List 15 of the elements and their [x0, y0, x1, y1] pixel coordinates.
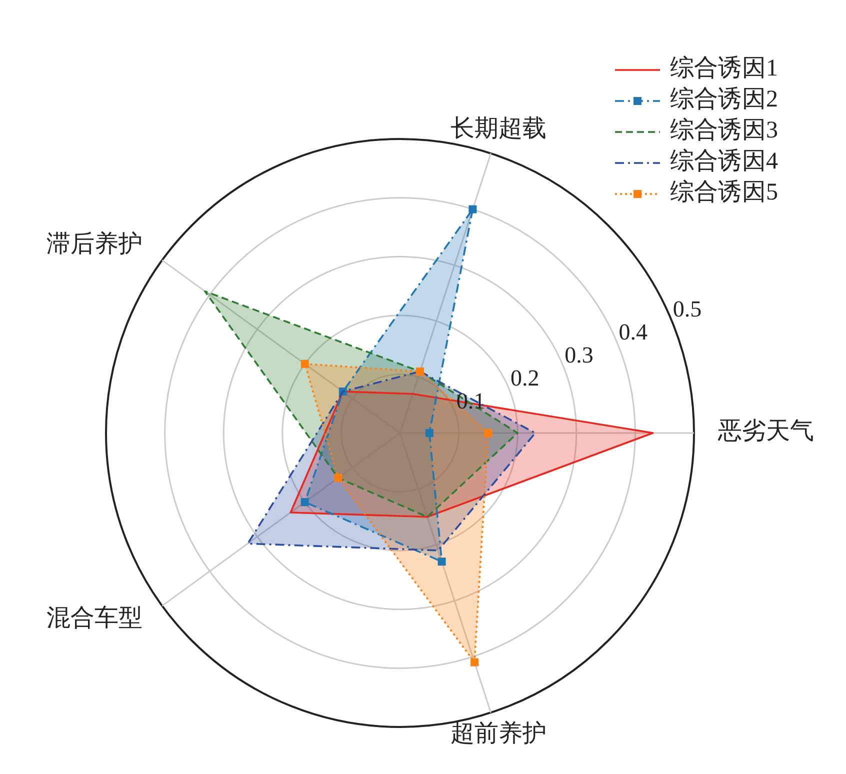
y-tick-label: 0.2 — [510, 365, 540, 390]
legend-label: 综合诱因1 — [670, 54, 778, 82]
y-tick-label: 0.4 — [618, 319, 648, 344]
spoke-label: 混合车型 — [46, 604, 143, 632]
spoke-label: 恶劣天气 — [717, 418, 814, 445]
spoke-label: 滞后养护 — [46, 230, 143, 258]
legend-label: 综合诱因2 — [670, 86, 778, 113]
legend-label: 综合诱因4 — [670, 148, 778, 175]
spoke-label: 超前养护 — [450, 720, 546, 747]
y-tick-label: 0.1 — [456, 388, 486, 414]
legend-label: 综合诱因5 — [670, 178, 778, 206]
legend-label: 综合诱因3 — [670, 116, 778, 144]
y-tick-label: 0.3 — [564, 342, 594, 368]
y-tick-label: 0.5 — [672, 296, 702, 322]
spoke-label: 长期超载 — [450, 116, 546, 142]
